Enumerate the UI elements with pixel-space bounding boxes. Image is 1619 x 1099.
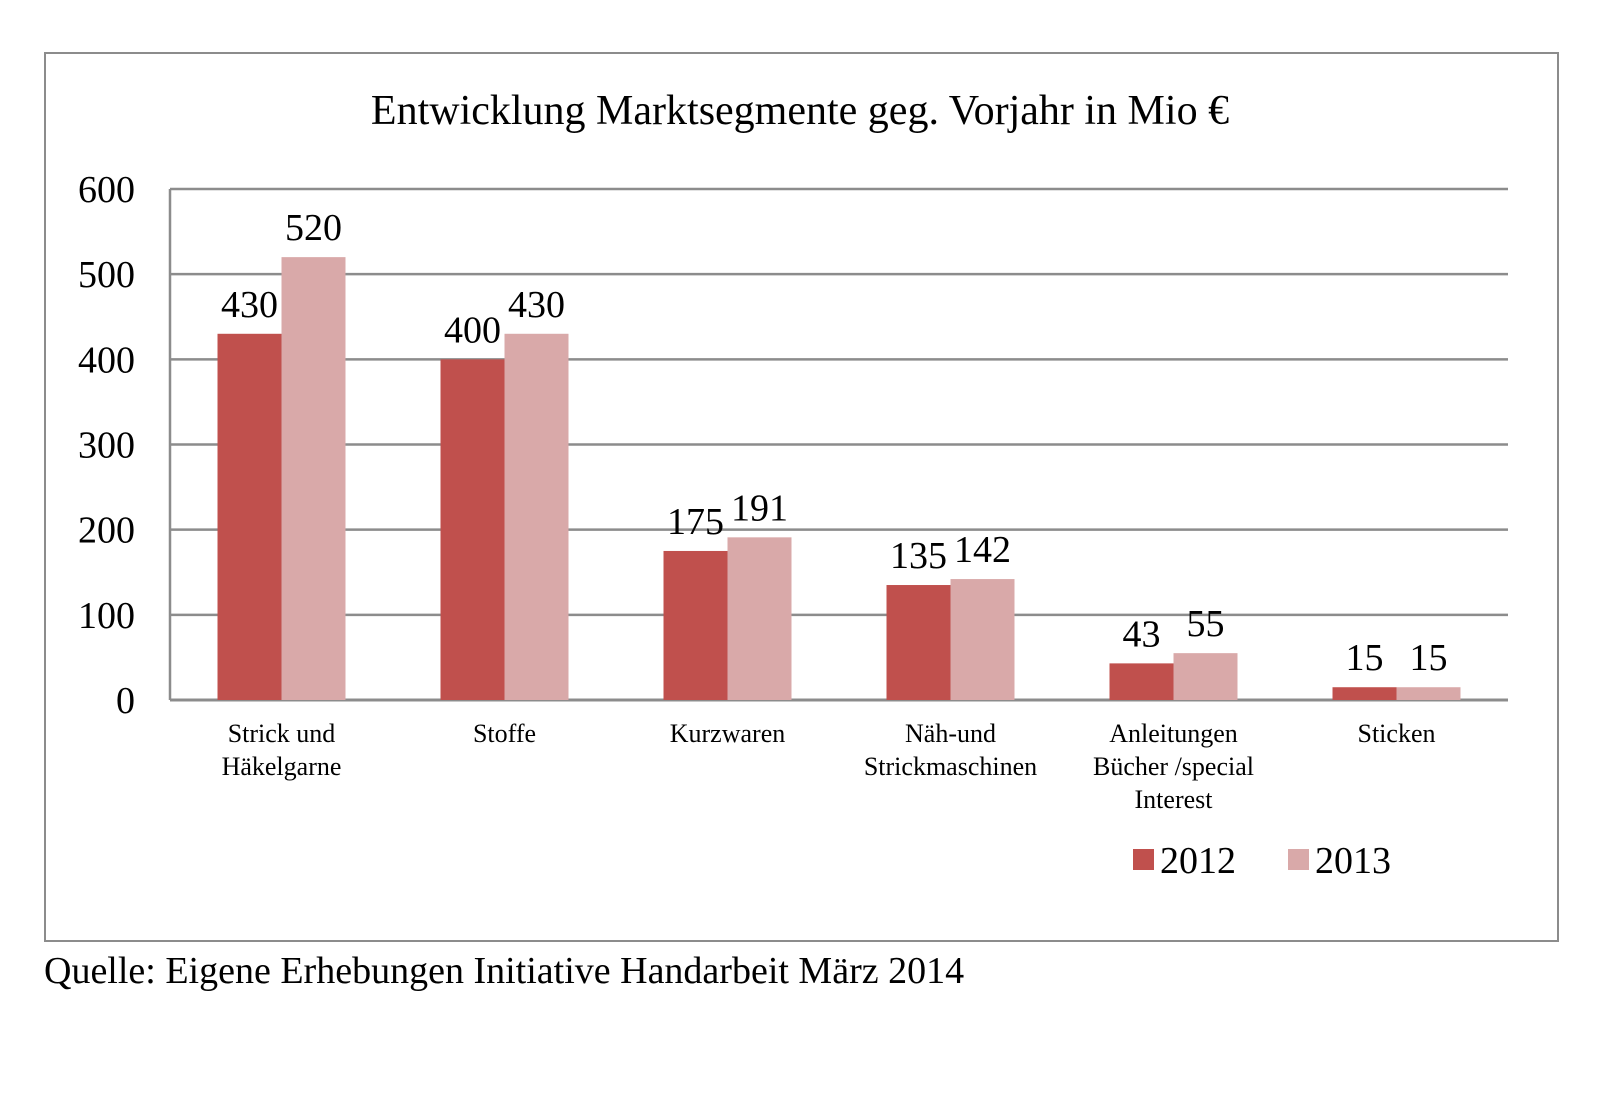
- data-label: 400: [444, 309, 501, 351]
- bar-2012-1: [440, 359, 505, 700]
- source-note: Quelle: Eigene Erhebungen Initiative Han…: [44, 950, 965, 992]
- data-label: 135: [890, 535, 947, 577]
- y-tick-label: 200: [78, 510, 135, 552]
- x-category-label: Strickmaschinen: [864, 752, 1037, 781]
- bar-2012-0: [217, 333, 282, 700]
- data-label: 15: [1346, 637, 1384, 679]
- bar-2013-0: [281, 257, 346, 700]
- bars: [217, 257, 1461, 700]
- data-label: 430: [508, 284, 565, 326]
- data-label: 175: [667, 501, 724, 543]
- bar-2012-5: [1332, 687, 1397, 700]
- x-category-label: Anleitungen: [1109, 719, 1238, 748]
- gridlines: [168, 187, 1508, 702]
- data-label: 43: [1123, 613, 1161, 655]
- data-label: 15: [1410, 637, 1448, 679]
- data-label: 55: [1187, 603, 1225, 645]
- data-label: 191: [731, 487, 788, 529]
- y-tick-label: 500: [78, 254, 135, 296]
- x-category-label: Bücher /special: [1093, 752, 1254, 781]
- bar-2012-4: [1109, 663, 1174, 700]
- bar-2012-3: [886, 585, 951, 700]
- bar-2013-1: [504, 333, 569, 700]
- x-axis-category-labels: Strick und Häkelgarne Stoffe Kurzwaren Näh-u…: [222, 719, 1436, 814]
- legend-swatch-2012: [1133, 849, 1154, 870]
- y-tick-label: 400: [78, 339, 135, 381]
- x-category-label: Interest: [1135, 785, 1214, 814]
- bar-2013-2: [727, 537, 792, 700]
- x-category-label: Stoffe: [473, 719, 536, 748]
- bar-2013-4: [1173, 653, 1238, 700]
- x-category-label: Häkelgarne: [222, 752, 342, 781]
- bar-2013-5: [1396, 687, 1461, 700]
- legend-label: 2013: [1315, 840, 1391, 882]
- y-tick-label: 100: [78, 595, 135, 637]
- bar-2013-3: [950, 579, 1015, 700]
- legend-label: 2012: [1160, 840, 1236, 882]
- x-category-label: Kurzwaren: [670, 719, 786, 748]
- data-label: 142: [954, 529, 1011, 571]
- x-category-label: Näh-und: [905, 719, 996, 748]
- x-category-label: Strick und: [228, 719, 336, 748]
- legend-swatch-2013: [1288, 849, 1309, 870]
- data-label: 430: [221, 284, 278, 326]
- chart-title: Entwicklung Marktsegmente geg. Vorjahr i…: [371, 88, 1229, 134]
- x-category-label: Sticken: [1358, 719, 1436, 748]
- bar-2012-2: [663, 550, 728, 700]
- data-label: 520: [285, 207, 342, 249]
- y-tick-label: 300: [78, 425, 135, 467]
- legend: 2012 2013: [1133, 840, 1391, 882]
- y-axis-tick-labels: 0 100 200 300 400 500 600: [78, 169, 135, 722]
- y-tick-label: 0: [116, 680, 135, 722]
- y-tick-label: 600: [78, 169, 135, 211]
